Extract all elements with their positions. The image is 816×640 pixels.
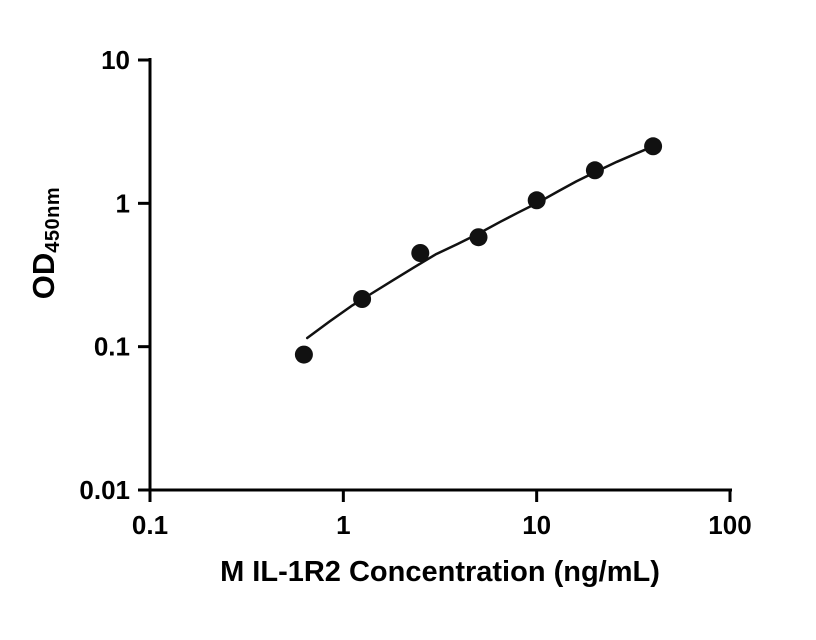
y-axis-label-main: OD bbox=[26, 252, 61, 300]
y-axis-label-subscript: 450nm bbox=[42, 186, 64, 253]
y-axis-label: OD450nm bbox=[26, 93, 68, 393]
x-tick-label: 10 bbox=[522, 510, 551, 540]
data-point bbox=[411, 244, 430, 262]
y-tick-label: 0.01 bbox=[79, 475, 130, 505]
y-tick-label: 0.1 bbox=[94, 332, 130, 362]
data-point bbox=[585, 161, 604, 180]
x-tick-label: 1 bbox=[336, 510, 350, 540]
y-tick-label: 10 bbox=[101, 45, 130, 75]
x-tick-label: 100 bbox=[708, 510, 751, 540]
data-point bbox=[527, 191, 546, 210]
x-tick-label: 0.1 bbox=[132, 510, 168, 540]
data-point bbox=[644, 137, 663, 156]
data-point bbox=[353, 290, 372, 308]
y-tick-label: 1 bbox=[116, 188, 130, 218]
data-point bbox=[469, 228, 488, 247]
data-point bbox=[294, 345, 313, 364]
x-axis-label: M IL-1R2 Concentration (ng/mL) bbox=[220, 556, 660, 588]
